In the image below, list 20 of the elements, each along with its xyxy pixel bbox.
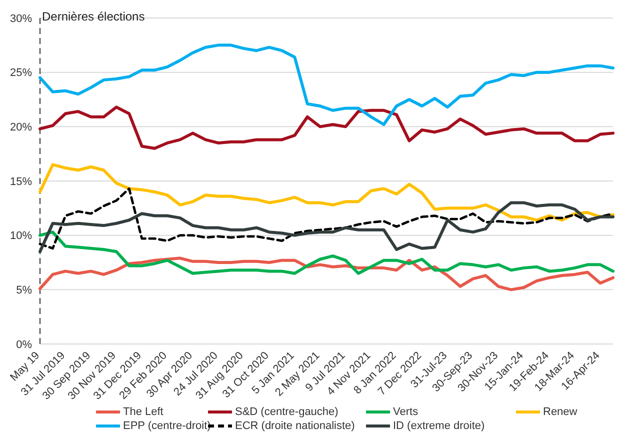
legend-label: ECR (droite nationaliste) bbox=[235, 420, 355, 432]
ref-line-label: Dernières élections bbox=[42, 10, 145, 24]
line-series bbox=[38, 163, 614, 222]
legend-label: EPP (centre-droit) bbox=[123, 420, 211, 432]
y-tick-label: 30% bbox=[10, 12, 32, 25]
line-series bbox=[38, 44, 614, 126]
line-series bbox=[38, 106, 614, 150]
y-tick-label: 0% bbox=[16, 338, 32, 351]
legend-label: S&D (centre-gauche) bbox=[235, 406, 338, 418]
legend-label: Verts bbox=[393, 406, 418, 418]
line-series bbox=[38, 230, 614, 275]
y-tick-label: 25% bbox=[10, 67, 32, 80]
legend-label: ID (extreme droite) bbox=[393, 420, 485, 432]
y-tick-label: 10% bbox=[10, 230, 32, 242]
y-tick-label: 20% bbox=[10, 122, 32, 134]
line-series bbox=[38, 256, 614, 292]
y-tick-label: 5% bbox=[16, 284, 32, 297]
legend-label: Renew bbox=[543, 406, 578, 418]
legend-label: The Left bbox=[123, 406, 164, 418]
y-tick-label: 15% bbox=[10, 176, 32, 188]
